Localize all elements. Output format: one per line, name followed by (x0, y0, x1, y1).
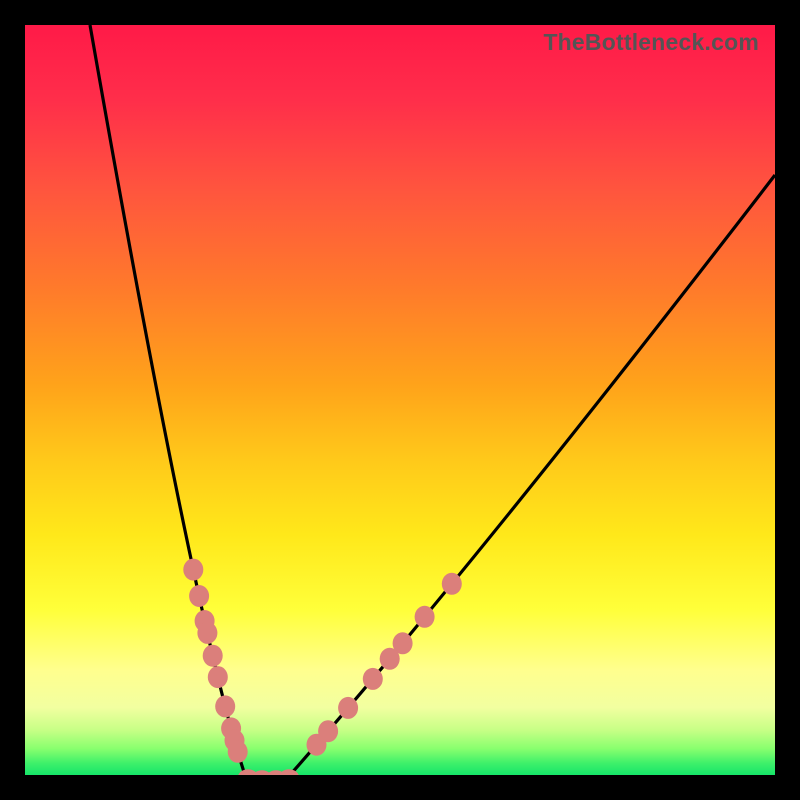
plot-area (25, 25, 775, 775)
data-marker (338, 697, 358, 719)
data-marker (203, 645, 223, 667)
data-marker (197, 622, 217, 644)
chart-frame: TheBottleneck.com (0, 0, 800, 800)
gradient-bg (25, 25, 775, 775)
data-marker (228, 741, 248, 763)
data-marker (307, 734, 327, 756)
data-marker (442, 573, 462, 595)
data-marker (215, 695, 235, 717)
data-marker (415, 606, 435, 628)
chart-svg (25, 25, 775, 775)
data-marker (380, 648, 400, 670)
data-marker (208, 666, 228, 688)
data-marker (183, 559, 203, 581)
watermark-text: TheBottleneck.com (543, 29, 759, 56)
data-marker (363, 668, 383, 690)
data-marker (189, 585, 209, 607)
